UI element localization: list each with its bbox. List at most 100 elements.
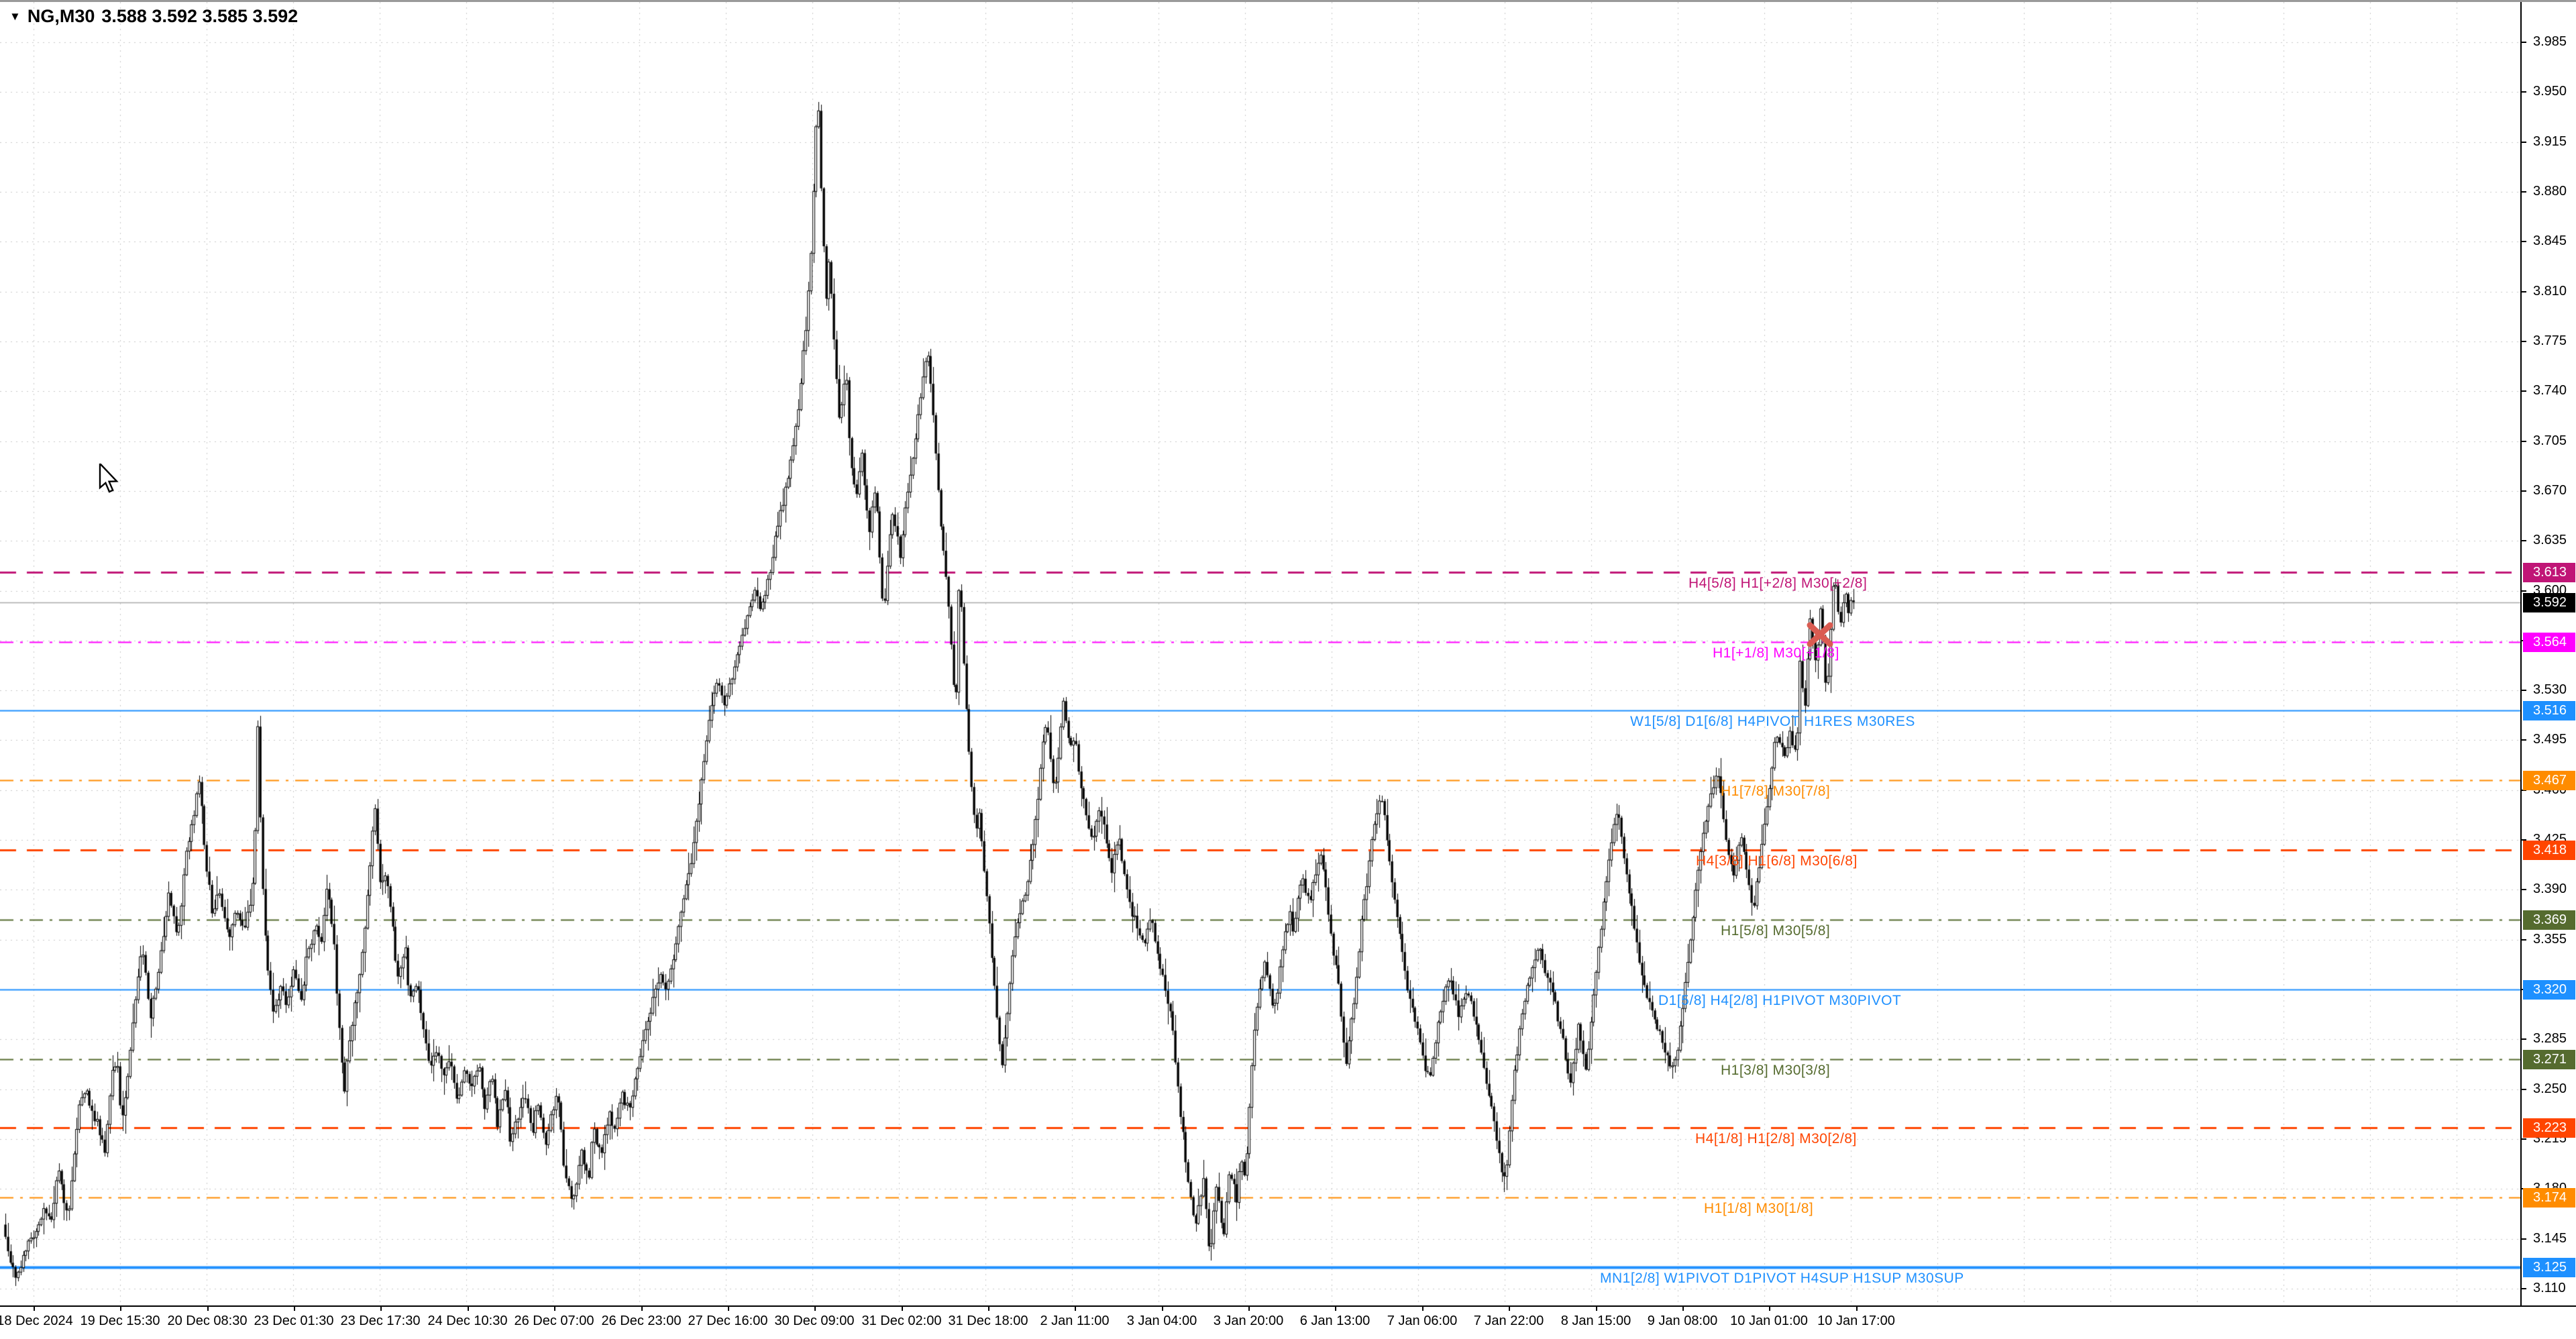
price-level-tag: 3.613: [2523, 563, 2575, 582]
price-tick-label: 3.390: [2533, 881, 2567, 896]
price-tick-mark: [2522, 390, 2526, 392]
price-level-tag: 3.467: [2523, 771, 2575, 790]
time-tick-label: 26 Dec 07:00: [514, 1314, 594, 1328]
price-tick-mark: [2522, 490, 2526, 492]
price-tick-mark: [2522, 690, 2526, 691]
level-line-label[interactable]: H1[+1/8] M30[+1/8]: [1713, 645, 1839, 661]
time-tick-mark: [902, 1307, 903, 1311]
time-tick-mark: [380, 1307, 382, 1311]
price-tick-label: 3.635: [2533, 533, 2567, 547]
price-tick-label: 3.705: [2533, 433, 2567, 448]
price-level-tag: 3.174: [2523, 1188, 2575, 1208]
time-tick-label: 10 Jan 17:00: [1817, 1314, 1895, 1328]
time-tick-label: 20 Dec 08:30: [167, 1314, 248, 1328]
price-tick-label: 3.530: [2533, 682, 2567, 697]
price-level-tag: 3.271: [2523, 1050, 2575, 1069]
price-tick-mark: [2522, 191, 2526, 193]
time-tick-mark: [1509, 1307, 1510, 1311]
price-level-tag: 3.125: [2523, 1258, 2575, 1277]
price-tick-mark: [2522, 1238, 2526, 1240]
price-tick-label: 3.880: [2533, 184, 2567, 199]
price-tick-label: 3.355: [2533, 932, 2567, 947]
level-line-label[interactable]: W1[5/8] D1[6/8] H4PIVOT H1RES M30RES: [1630, 713, 1915, 729]
level-line-label[interactable]: MN1[2/8] W1PIVOT D1PIVOT H4SUP H1SUP M30…: [1600, 1271, 1964, 1287]
level-line-label[interactable]: H1[3/8] M30[3/8]: [1721, 1063, 1831, 1079]
price-tick-mark: [2522, 590, 2526, 592]
time-tick-label: 9 Jan 08:00: [1647, 1314, 1718, 1328]
price-tick-label: 3.670: [2533, 483, 2567, 498]
level-line-label[interactable]: H1[1/8] M30[1/8]: [1704, 1201, 1814, 1217]
price-tick-label: 3.845: [2533, 233, 2567, 248]
level-line-label[interactable]: H1[5/8] M30[5/8]: [1721, 923, 1831, 939]
price-tick-mark: [2522, 540, 2526, 541]
price-tick-mark: [2522, 739, 2526, 741]
time-tick-mark: [294, 1307, 295, 1311]
time-tick-label: 6 Jan 13:00: [1299, 1314, 1371, 1328]
axis-separator-vertical: [2520, 2, 2522, 1307]
time-tick-label: 26 Dec 23:00: [601, 1314, 682, 1328]
price-tick-label: 3.950: [2533, 84, 2567, 99]
time-tick-label: 31 Dec 18:00: [948, 1314, 1028, 1328]
price-tick-mark: [2522, 790, 2526, 791]
time-tick-mark: [120, 1307, 121, 1311]
time-tick-label: 7 Jan 22:00: [1473, 1314, 1544, 1328]
ohlc-values: 3.588 3.592 3.585 3.592: [101, 6, 299, 26]
level-line-label[interactable]: H4[5/8] H1[+2/8] M30[+2/8]: [1688, 575, 1868, 591]
price-tick-mark: [2522, 142, 2526, 143]
price-tick-mark: [2522, 241, 2526, 242]
price-tick-label: 3.145: [2533, 1231, 2567, 1246]
price-tick-mark: [2522, 341, 2526, 342]
time-tick-mark: [1856, 1307, 1858, 1311]
time-tick-mark: [814, 1307, 816, 1311]
price-tick-mark: [2522, 1038, 2526, 1040]
trade-close-marker-icon[interactable]: [1805, 620, 1835, 649]
time-tick-mark: [1596, 1307, 1597, 1311]
time-tick-label: 19 Dec 15:30: [80, 1314, 160, 1328]
price-tick-label: 3.810: [2533, 284, 2567, 299]
time-tick-label: 7 Jan 06:00: [1387, 1314, 1458, 1328]
price-level-tag: 3.369: [2523, 910, 2575, 930]
price-level-tag: 3.320: [2523, 980, 2575, 1000]
level-line-label[interactable]: H4[1/8] H1[2/8] M30[2/8]: [1695, 1131, 1857, 1147]
level-line-label[interactable]: H1[7/8] M30[7/8]: [1721, 783, 1831, 799]
price-tick-label: 3.285: [2533, 1031, 2567, 1046]
price-tick-label: 3.985: [2533, 34, 2567, 49]
price-tick-label: 3.110: [2533, 1281, 2566, 1295]
price-level-tag: 3.564: [2523, 633, 2575, 652]
symbol-period-label: NG,M30: [27, 6, 95, 26]
time-tick-label: 23 Dec 17:30: [340, 1314, 421, 1328]
time-tick-mark: [1075, 1307, 1076, 1311]
price-tick-mark: [2522, 291, 2526, 292]
price-tick-label: 3.775: [2533, 333, 2567, 348]
time-tick-label: 30 Dec 09:00: [774, 1314, 855, 1328]
time-tick-mark: [988, 1307, 989, 1311]
symbol-dropdown-icon[interactable]: ▼: [9, 10, 21, 23]
price-level-tag: 3.516: [2523, 701, 2575, 720]
price-tick-mark: [2522, 441, 2526, 442]
price-tick-label: 3.915: [2533, 134, 2567, 149]
price-level-tag: 3.223: [2523, 1118, 2575, 1138]
time-tick-mark: [1769, 1307, 1770, 1311]
price-tick-mark: [2522, 939, 2526, 941]
time-tick-label: 31 Dec 02:00: [861, 1314, 942, 1328]
price-level-tag: 3.592: [2523, 593, 2575, 612]
time-tick-label: 18 Dec 2024: [0, 1314, 73, 1328]
time-tick-mark: [641, 1307, 643, 1311]
time-tick-label: 10 Jan 01:00: [1730, 1314, 1808, 1328]
level-line-label[interactable]: H4[3/8] H1[6/8] M30[6/8]: [1696, 853, 1858, 869]
time-tick-mark: [554, 1307, 555, 1311]
time-axis[interactable]: 18 Dec 2024 19 Dec 15:30 20 Dec 08:30 23 De…: [0, 1307, 2576, 1339]
time-tick-label: 2 Jan 11:00: [1040, 1314, 1110, 1328]
price-axis[interactable]: 3.985 3.950 3.915 3.880 3.845 3.810 3.775 3.740…: [2522, 2, 2576, 1305]
price-tick-label: 3.250: [2533, 1081, 2567, 1096]
axis-separator-horizontal: [0, 1305, 2576, 1307]
time-tick-mark: [1682, 1307, 1684, 1311]
price-tick-label: 3.740: [2533, 383, 2567, 398]
time-tick-label: 23 Dec 01:30: [254, 1314, 334, 1328]
level-line-label[interactable]: D1[5/8] H4[2/8] H1PIVOT M30PIVOT: [1658, 993, 1902, 1009]
mouse-cursor-icon: [99, 464, 119, 493]
time-tick-label: 3 Jan 04:00: [1126, 1314, 1197, 1328]
price-tick-mark: [2522, 889, 2526, 890]
